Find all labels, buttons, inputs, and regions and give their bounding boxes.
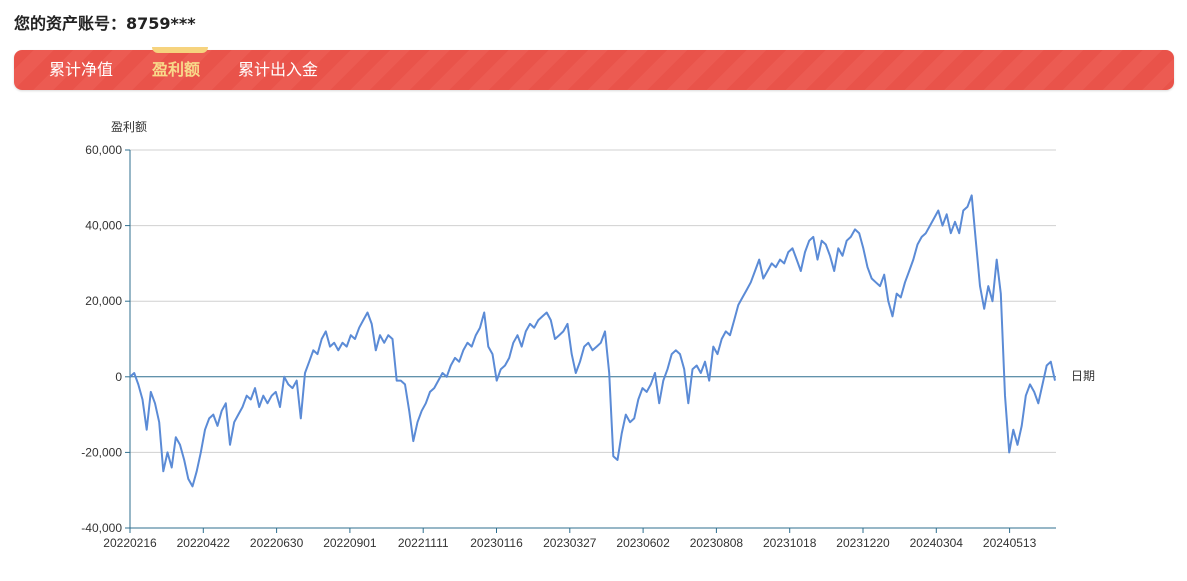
x-tick-label: 20240304 xyxy=(910,536,964,550)
y-tick-label: 40,000 xyxy=(85,219,122,233)
profit-line-chart: 60,000 40,000 20,000 0 -20,000 -40,000 202202… xyxy=(81,120,1095,550)
y-tick-label: -40,000 xyxy=(81,521,122,535)
y-axis-label: 盈利额 xyxy=(111,120,147,134)
x-axis-label: 日期 xyxy=(1071,369,1095,383)
tab-cumulative-nav[interactable]: 累计净值 xyxy=(49,60,114,79)
series-line xyxy=(129,194,1056,488)
x-tick-label: 20230327 xyxy=(543,536,597,550)
tab-cumulative-deposits[interactable]: 累计出入金 xyxy=(238,60,319,79)
y-tick-label: 60,000 xyxy=(85,143,122,157)
y-tick-label: 20,000 xyxy=(85,294,122,308)
x-tick-label: 20221111 xyxy=(398,536,449,550)
y-tick-label: 0 xyxy=(115,370,122,384)
active-tab-indicator xyxy=(152,47,208,53)
x-tick-label: 20220422 xyxy=(177,536,231,550)
tab-bar: 累计净值 盈利额 累计出入金 xyxy=(14,47,1174,90)
x-tick-label: 20220630 xyxy=(250,536,304,550)
x-tick-label: 20230116 xyxy=(470,536,523,550)
x-tick-label: 20231018 xyxy=(763,536,817,550)
y-tick-label: -20,000 xyxy=(81,445,122,459)
x-tick-label: 20230602 xyxy=(616,536,670,550)
tab-profit[interactable]: 盈利额 xyxy=(152,60,201,79)
x-tick-label: 20240513 xyxy=(983,536,1037,550)
x-axis-ticks: 20220216 20220422 20220630 20220901 20221111… xyxy=(103,527,1056,550)
account-label: 您的资产账号：8759*** xyxy=(14,14,196,33)
grid-lines xyxy=(130,149,1056,529)
y-axis-ticks: 60,000 40,000 20,000 0 -20,000 -40,000 xyxy=(81,143,130,535)
x-tick-label: 20230808 xyxy=(690,536,744,550)
x-tick-label: 20220901 xyxy=(323,536,377,550)
x-tick-label: 20231220 xyxy=(836,536,890,550)
x-tick-label: 20220216 xyxy=(103,536,157,550)
